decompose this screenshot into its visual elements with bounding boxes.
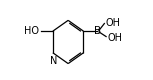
- Text: OH: OH: [107, 33, 122, 43]
- Text: OH: OH: [105, 18, 120, 28]
- Text: B: B: [94, 26, 101, 36]
- Text: HO: HO: [24, 26, 39, 36]
- Text: N: N: [50, 56, 58, 66]
